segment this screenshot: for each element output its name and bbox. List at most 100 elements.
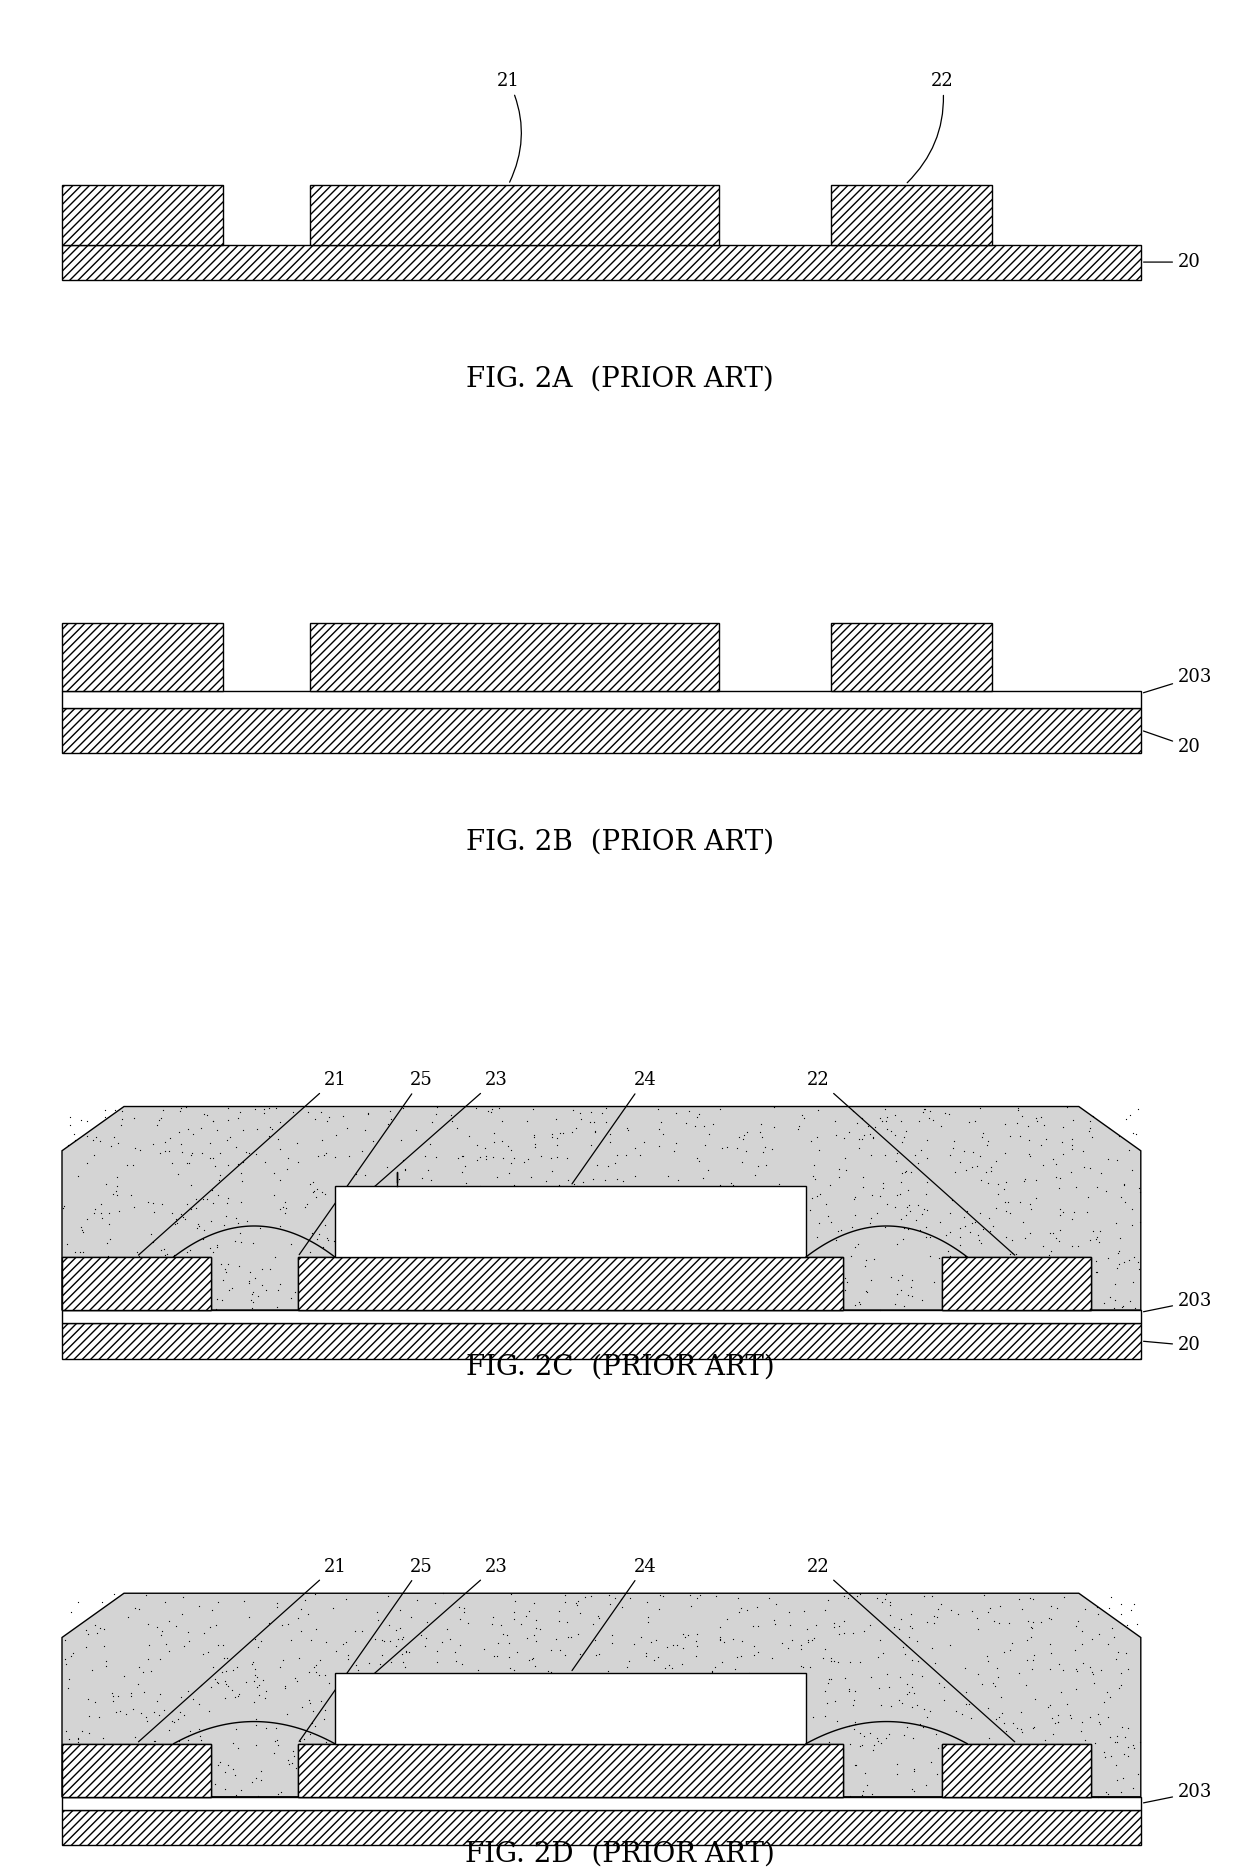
Point bbox=[227, 1651, 247, 1681]
Point bbox=[870, 1295, 890, 1325]
Point bbox=[1087, 1782, 1107, 1812]
Point bbox=[839, 1674, 859, 1704]
Point bbox=[547, 1131, 567, 1161]
Point bbox=[956, 1155, 976, 1185]
Point bbox=[1042, 1604, 1061, 1634]
Point bbox=[446, 1645, 466, 1675]
Point bbox=[498, 1131, 518, 1161]
Bar bbox=[62, 1810, 1141, 1846]
Point bbox=[432, 1627, 451, 1657]
Point bbox=[197, 1099, 217, 1129]
Point bbox=[169, 1159, 188, 1189]
Point bbox=[278, 1745, 298, 1775]
Text: FIG. 2A  (PRIOR ART): FIG. 2A (PRIOR ART) bbox=[466, 365, 774, 393]
Point bbox=[159, 1636, 179, 1666]
Point bbox=[898, 1670, 918, 1700]
Point bbox=[125, 1133, 145, 1163]
Point bbox=[877, 1114, 897, 1144]
Point bbox=[791, 1651, 811, 1681]
Point bbox=[584, 1108, 604, 1138]
Point bbox=[501, 1148, 521, 1177]
Point bbox=[789, 1114, 808, 1144]
Point bbox=[653, 1119, 673, 1149]
Point bbox=[156, 1629, 176, 1659]
Point bbox=[888, 1758, 908, 1788]
Point bbox=[580, 1106, 600, 1136]
Bar bbox=[942, 1743, 1091, 1797]
Point bbox=[856, 1758, 875, 1788]
Point bbox=[248, 1282, 268, 1312]
Point bbox=[835, 1142, 854, 1172]
Point bbox=[1022, 1655, 1042, 1685]
Point bbox=[186, 1185, 206, 1215]
Point bbox=[914, 1093, 934, 1123]
Point bbox=[154, 1095, 174, 1125]
Point bbox=[494, 1619, 513, 1649]
Point bbox=[407, 1116, 427, 1146]
Point bbox=[125, 1722, 145, 1752]
Point bbox=[916, 1222, 936, 1252]
Point bbox=[180, 1192, 200, 1222]
Point bbox=[986, 1146, 1006, 1176]
Point bbox=[894, 1292, 914, 1322]
Point bbox=[970, 1198, 990, 1228]
Point bbox=[1089, 1599, 1109, 1629]
Point bbox=[193, 1617, 213, 1647]
Point bbox=[841, 1730, 861, 1760]
Point bbox=[450, 1604, 470, 1634]
Point bbox=[193, 1640, 213, 1670]
Point bbox=[381, 1627, 401, 1657]
Point bbox=[961, 1217, 981, 1247]
Point bbox=[531, 1142, 551, 1172]
Point bbox=[334, 1101, 353, 1131]
Point bbox=[1058, 1689, 1078, 1718]
Point bbox=[1061, 1123, 1081, 1153]
Point bbox=[830, 1619, 849, 1649]
Point bbox=[378, 1110, 398, 1140]
Point bbox=[316, 1627, 336, 1657]
Point bbox=[201, 1260, 221, 1290]
Point bbox=[207, 1230, 227, 1260]
Point bbox=[164, 1239, 184, 1269]
Point bbox=[987, 1653, 1007, 1683]
Point bbox=[231, 1775, 250, 1805]
Point bbox=[239, 1138, 259, 1168]
Point bbox=[177, 1675, 197, 1705]
Point bbox=[259, 1093, 279, 1123]
Point bbox=[187, 1209, 207, 1239]
Point bbox=[723, 1623, 743, 1653]
Point bbox=[988, 1179, 1008, 1209]
Point bbox=[605, 1584, 625, 1614]
Point bbox=[91, 1189, 110, 1219]
Point bbox=[882, 1262, 901, 1292]
Point bbox=[484, 1142, 503, 1172]
Point bbox=[500, 1653, 520, 1683]
Point bbox=[830, 1153, 849, 1183]
Point bbox=[233, 1148, 253, 1177]
Point bbox=[161, 1198, 181, 1228]
Point bbox=[885, 1119, 905, 1149]
Point bbox=[549, 1170, 569, 1200]
Text: 24: 24 bbox=[572, 1558, 656, 1670]
Point bbox=[868, 1726, 888, 1756]
Point bbox=[861, 1718, 880, 1748]
Point bbox=[193, 1183, 213, 1213]
Text: 203: 203 bbox=[1143, 1784, 1213, 1803]
Point bbox=[634, 1127, 653, 1157]
Point bbox=[1016, 1670, 1035, 1700]
Point bbox=[516, 1601, 536, 1631]
Point bbox=[808, 1207, 828, 1237]
Point bbox=[1071, 1717, 1091, 1747]
Point bbox=[299, 1097, 319, 1127]
Point bbox=[1101, 1582, 1121, 1612]
Point bbox=[996, 1138, 1016, 1168]
Point bbox=[1112, 1292, 1132, 1322]
Point bbox=[893, 1224, 913, 1254]
Point bbox=[228, 1209, 248, 1239]
Point bbox=[1080, 1106, 1100, 1136]
Point bbox=[171, 1093, 191, 1123]
Point bbox=[920, 1097, 940, 1127]
Point bbox=[931, 1112, 951, 1142]
Point bbox=[234, 1586, 254, 1616]
Point bbox=[1096, 1176, 1116, 1206]
